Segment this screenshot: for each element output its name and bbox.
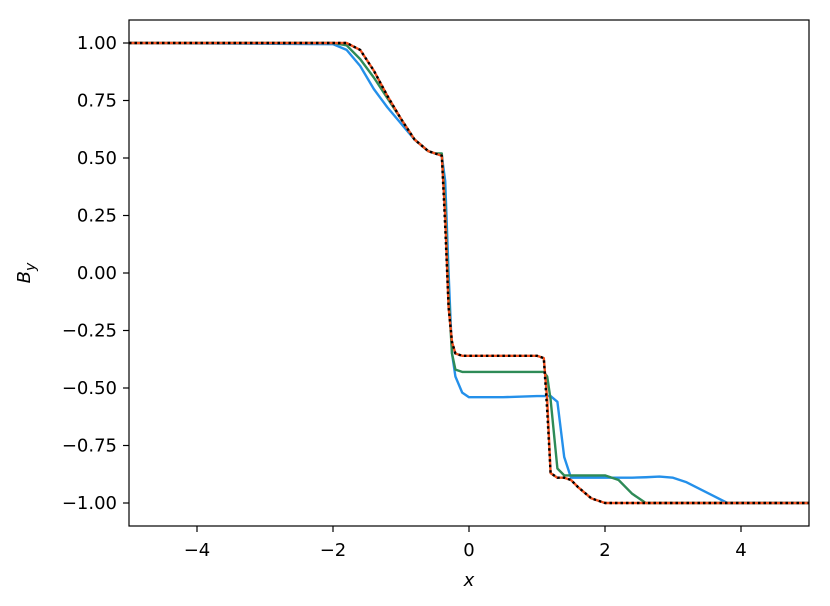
x-tick-label: 0 <box>463 540 474 561</box>
y-tick-label: 0.75 <box>77 91 117 112</box>
x-tick-label: 2 <box>599 540 610 561</box>
plot-frame <box>128 19 810 527</box>
x-tick-label: −2 <box>320 540 347 561</box>
x-tick-label: 4 <box>735 540 746 561</box>
y-tick-label: −0.25 <box>62 321 117 342</box>
line-series <box>129 41 809 505</box>
y-tick-label: 0.50 <box>77 148 117 169</box>
y-axis-label-main: B <box>14 271 35 283</box>
y-tick-label: −1.00 <box>62 493 117 514</box>
x-axis-label: x <box>463 570 475 591</box>
y-tick-label: 1.00 <box>77 33 117 54</box>
y-tick-label: 0.25 <box>77 206 117 227</box>
y-tick-label: −0.50 <box>62 378 117 399</box>
y-axis-label: By <box>14 262 39 283</box>
line-series <box>129 41 809 505</box>
line-series <box>129 41 809 505</box>
x-tick-label: −4 <box>184 540 211 561</box>
y-tick-label: −0.75 <box>62 436 117 457</box>
y-axis-label-sub: y <box>23 262 39 272</box>
y-tick-label: 0.00 <box>77 263 117 284</box>
line-series <box>129 41 809 505</box>
